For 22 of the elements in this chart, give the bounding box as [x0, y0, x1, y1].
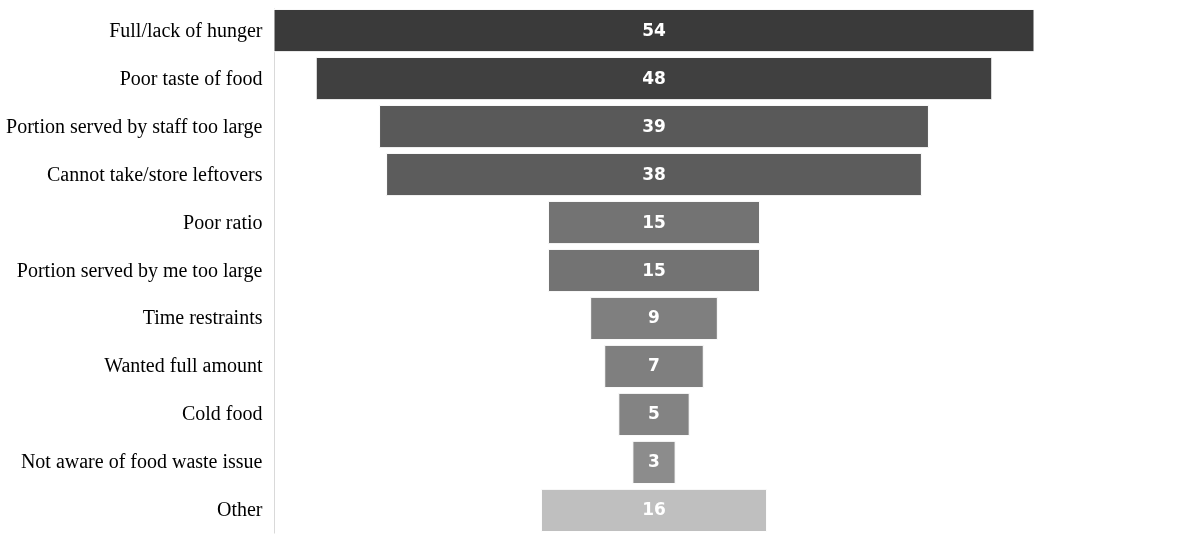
category-label: Portion served by me too large	[16, 258, 263, 282]
category-label: Wanted full amount	[104, 354, 263, 377]
data-label: 15	[642, 259, 666, 280]
category-label: Not aware of food waste issue	[20, 450, 263, 473]
data-label: 3	[648, 451, 660, 472]
data-label: 54	[642, 19, 666, 40]
data-label: 38	[642, 163, 666, 184]
category-label: Other	[216, 498, 263, 521]
category-label: Cold food	[181, 402, 263, 425]
data-label: 16	[642, 499, 666, 520]
category-label: Time restraints	[142, 306, 263, 329]
data-label: 9	[648, 307, 660, 328]
data-label: 15	[642, 211, 666, 232]
category-label: Poor taste of food	[119, 66, 263, 89]
data-label: 48	[642, 67, 666, 88]
data-label: 5	[648, 403, 660, 424]
data-label: 39	[642, 115, 666, 136]
category-label: Portion served by staff too large	[6, 114, 263, 138]
category-label: Poor ratio	[183, 210, 263, 233]
data-label: 7	[648, 355, 660, 376]
category-label: Cannot take/store leftovers	[47, 162, 263, 185]
category-label: Full/lack of hunger	[109, 18, 263, 42]
